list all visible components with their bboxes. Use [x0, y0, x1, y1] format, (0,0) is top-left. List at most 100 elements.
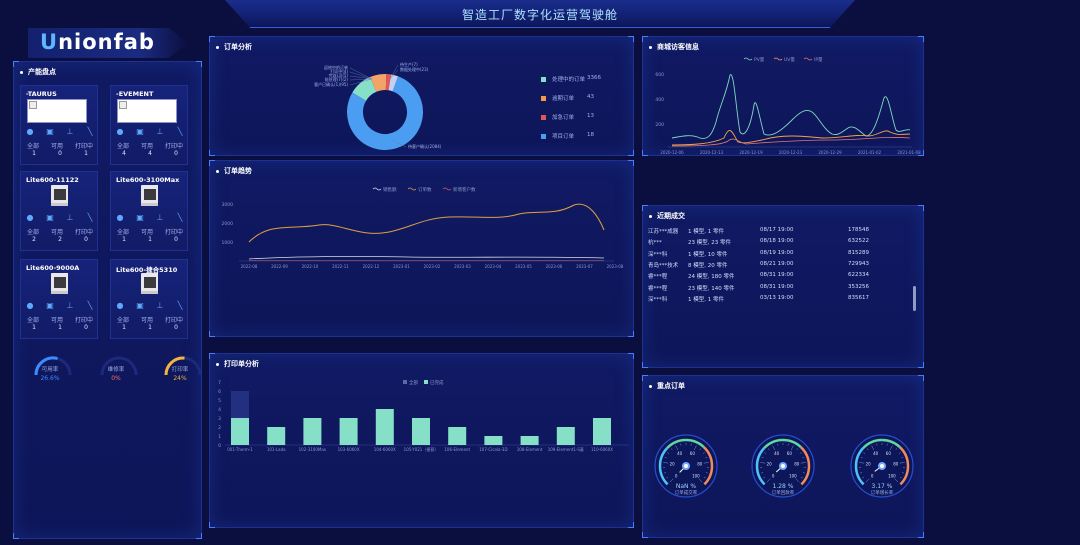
machine-stat-values: 2 2 0	[21, 236, 99, 243]
pie-label: 待客户确认(2084)	[408, 143, 442, 149]
gauge-tick	[796, 448, 799, 451]
legend-swatch	[541, 95, 546, 101]
gauge-tick	[799, 452, 802, 454]
stat-value: 1	[58, 324, 62, 331]
order-trend-panel: 订单趋势	[209, 160, 634, 337]
gauge-arc	[658, 447, 669, 486]
machine-stat-labels: 全部 可用 打印中	[21, 315, 99, 324]
x-tick: 2023-05	[515, 264, 532, 269]
order-analysis-panel: 订单分析	[209, 36, 634, 156]
gauge-tick	[860, 457, 863, 459]
capacity-gauges: 可用率 26.6% 维修率 0% 打印率 24%	[34, 356, 202, 382]
gauge-tick	[760, 462, 766, 464]
machine-card[interactable]: Lite600-9000A ● ▣ ⊥ ╲ 全部 可用 打印中 1 1 0	[20, 259, 98, 339]
x-tick: 110-6060X	[591, 447, 613, 452]
recent-deals-title: 近期成交	[649, 211, 685, 221]
gauge-tick	[766, 478, 771, 483]
printer-icon	[141, 273, 158, 294]
bar-legend-label: 已完成	[430, 379, 444, 386]
stat-label: 全部	[26, 229, 39, 236]
deal-items: 23 模型, 23 零件	[688, 240, 731, 247]
legend-swatch	[541, 76, 546, 82]
order-trend-chart: 销售额 订单数 新增客户数 3000 2000 1000 2022-08 2022-09 202…	[222, 186, 624, 269]
printer-icon	[141, 185, 158, 206]
y-tick: 2000	[222, 221, 234, 227]
x-tick: 108-Element	[517, 447, 543, 452]
machine-card[interactable]: Lite600-捷合5310 ● ▣ ⊥ ╲ 全部 可用 打印中 1 1 0	[110, 259, 188, 339]
x-tick: 101-Lada	[267, 447, 286, 452]
gauge-tick	[898, 452, 901, 454]
stat-label: 全部	[26, 143, 39, 150]
x-tick: 2022-11	[332, 264, 349, 269]
gauge-tick-label: 40	[677, 451, 683, 456]
stat-value: 1	[84, 150, 88, 157]
gauge-tick	[865, 478, 870, 483]
broken-image-icon	[117, 99, 177, 123]
stat-label: 打印中	[74, 229, 93, 236]
recent-deals-scrollbar[interactable]	[913, 286, 916, 311]
legend-swatch	[541, 133, 546, 139]
gauge-tick	[871, 445, 875, 451]
gauge-arc	[666, 438, 705, 449]
gauge-label: 维修率	[108, 365, 125, 373]
gauge-tick	[761, 472, 764, 474]
stat-label: 可用	[50, 229, 63, 236]
gauge-tick	[859, 462, 865, 464]
deal-name: 青岛***技术	[648, 262, 679, 269]
donut-slice	[347, 76, 423, 150]
order-donut-chart: 返修中的订单打印中(4)完成(3)(5)前处理(7)(2)客户已确认(1)(95…	[314, 61, 442, 150]
x-tick: 103-6060X	[338, 447, 360, 452]
deal-name: 杭***	[648, 240, 662, 247]
x-tick: 2023-07	[576, 264, 593, 269]
x-tick: 107-Cicola-3D	[479, 447, 507, 452]
legend-swatch	[403, 380, 407, 384]
x-tick: 102-3100Max	[299, 447, 327, 452]
print-bar-chart: 全部 已完成 7 6 5 4 3 2 1 0 001-Therm-1 101-Lada 102-3100…	[218, 379, 629, 452]
gauge-tick-label: 80	[794, 461, 800, 466]
machine-icons: ● ▣ ⊥ ╲	[25, 127, 95, 137]
page-title: 智造工厂数字化运营驾驶舱	[461, 8, 618, 22]
gauge-value: 1.28 %	[773, 483, 794, 490]
gauge-tick	[703, 462, 709, 464]
gauge-tick	[889, 445, 893, 451]
deal-amount: 622334	[848, 272, 869, 279]
machine-card[interactable]: Lite600-3100Max ● ▣ ⊥ ╲ 全部 可用 打印中 1 1 0	[110, 171, 188, 251]
deal-time: 08/21 19:00	[760, 260, 794, 267]
legend-label: 处理中的订单	[552, 77, 586, 83]
gauge-tick	[761, 457, 764, 459]
x-tick: 2023-03	[454, 264, 471, 269]
stat-label: 打印中	[74, 317, 93, 324]
gauge-tick	[901, 457, 904, 459]
gauge-tick	[863, 452, 866, 454]
gauge-tick	[800, 476, 803, 479]
gauge-arc	[799, 446, 811, 486]
print-analysis-title: 打印单分析	[216, 359, 259, 369]
deal-name: 深***科	[648, 251, 668, 258]
stat-value: 1	[32, 150, 36, 157]
gauge-tick	[666, 476, 669, 479]
y-tick: 1	[218, 434, 221, 440]
gauge-tick	[866, 448, 869, 451]
deal-time: 08/31 19:00	[760, 283, 794, 290]
gauge-tick	[894, 478, 899, 483]
gauge-arc	[862, 438, 901, 449]
trend-line-sales	[248, 256, 605, 260]
x-tick: 2022-08	[241, 264, 258, 269]
x-tick: 106-Element	[444, 447, 470, 452]
gauge-label: 订单回款率	[772, 489, 795, 496]
gauge-tick	[702, 452, 705, 454]
bar	[520, 436, 539, 445]
visitor-legend-label: UV量	[784, 56, 795, 63]
machine-card[interactable]: Lite600-11122 ● ▣ ⊥ ╲ 全部 可用 打印中 2 2 0	[20, 171, 98, 251]
machine-card[interactable]: -EVEMENT ● ▣ ⊥ ╲ 全部 可用 打印中 4 4 0	[110, 85, 188, 165]
legend-swatch	[743, 57, 753, 61]
recent-deals-panel: 近期成交	[642, 205, 924, 368]
tool-icon: ╲	[87, 127, 93, 136]
donut-slice	[352, 77, 377, 102]
trend-legend-label: 新增客户数	[453, 186, 476, 193]
gauge-tick	[664, 457, 667, 459]
gauge-tick	[772, 445, 776, 451]
stat-label: 可用	[50, 143, 63, 150]
machine-card[interactable]: -TAURUS ● ▣ ⊥ ╲ 全部 可用 打印中 1 0 1	[20, 85, 98, 165]
deal-time: 08/17 19:00	[760, 227, 794, 233]
